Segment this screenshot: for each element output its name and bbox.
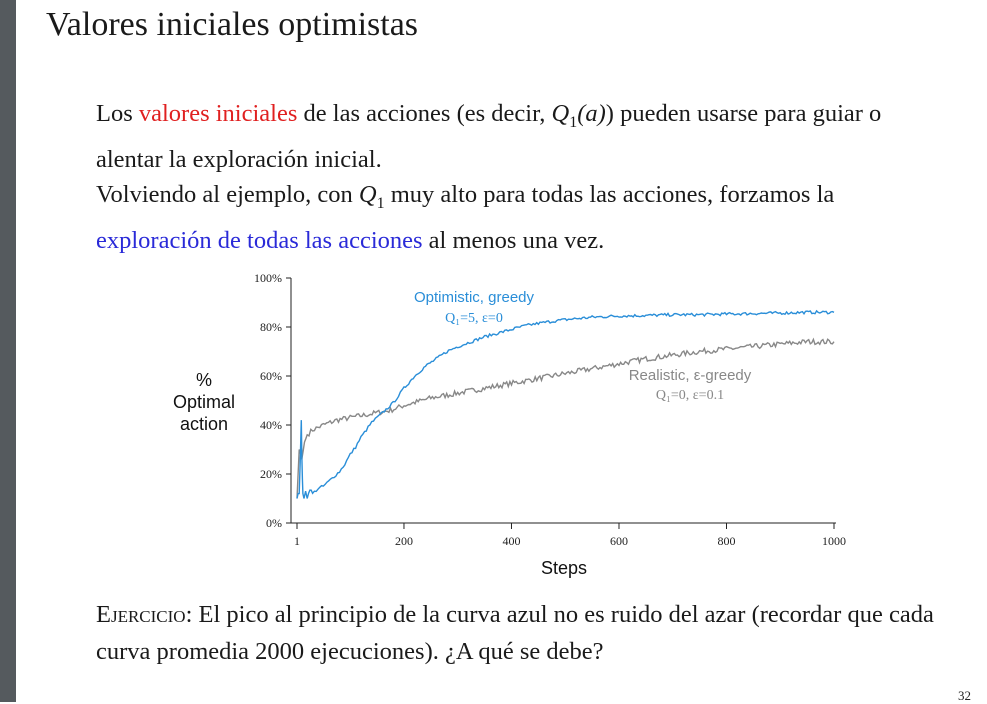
p1-text-c: ) pueden usarse para guiar o alentar la …: [96, 100, 882, 173]
y-axis-title-line-1: %: [196, 370, 212, 390]
p1-q-symbol: Q: [551, 100, 570, 127]
chart-series: [296, 309, 835, 499]
p1-text-b: de las acciones (es decir,: [297, 100, 552, 127]
y-axis-title-line-3: action: [180, 414, 228, 434]
p2-q-subscript: 1: [376, 194, 385, 212]
p2-q-symbol: Q: [358, 181, 377, 208]
y-axis-title-line-2: Optimal: [173, 392, 235, 412]
p1-q-subscript: 1: [569, 113, 578, 131]
legend-realistic-name: Realistic, ε-greedy: [629, 367, 752, 384]
paragraph-example: Volviendo al ejemplo, con Q1 muy alto pa…: [96, 176, 936, 259]
x-ticks: 1 200 400 600 800 1000: [294, 523, 846, 548]
series-line-optimistic-greedy: [296, 309, 835, 499]
x-tick-label: 400: [502, 534, 520, 548]
x-tick-label: 1000: [822, 534, 846, 548]
p2-highlight: exploración de todas las acciones: [96, 226, 423, 254]
legend-optimistic-name: Optimistic, greedy: [414, 289, 535, 306]
p2-text-a: Volviendo al ejemplo, con: [96, 181, 359, 208]
exercise-paragraph: Ejercicio: El pico al principio de la cu…: [96, 596, 956, 670]
y-tick-label: 100%: [254, 271, 282, 285]
y-tick-label: 60%: [260, 369, 282, 383]
series-line-realistic-epsilon-greedy: [296, 337, 835, 499]
x-axis-title: Steps: [541, 558, 587, 578]
p2-text-c: al menos una vez.: [422, 226, 605, 254]
left-frame-bar: [0, 0, 16, 702]
slide-title: Valores iniciales optimistas: [46, 6, 419, 43]
legend-optimistic-params: Q₁=5, ε=0: [445, 311, 503, 326]
p1-highlight: valores iniciales: [138, 100, 298, 127]
x-tick-label: 600: [610, 534, 628, 548]
legend-realistic-params: Q₁=0, ε=0.1: [656, 388, 724, 403]
x-tick-label: 200: [395, 534, 413, 548]
chart-axes: [290, 278, 836, 524]
y-tick-label: 80%: [260, 320, 282, 334]
y-ticks: 0% 20% 40% 60% 80% 100%: [254, 271, 291, 530]
p2-text-b: muy alto para todas las acciones, forzam…: [384, 181, 835, 208]
p1-q-arg: (a): [577, 100, 606, 127]
y-tick-label: 40%: [260, 418, 282, 432]
exercise-text: El pico al principio de la curva azul no…: [96, 601, 934, 665]
x-tick-label: 1: [294, 534, 300, 548]
page-number: 32: [958, 688, 971, 703]
exercise-label: Ejercicio:: [96, 601, 193, 628]
y-tick-label: 0%: [266, 516, 282, 530]
p1-text-a: Los: [96, 100, 139, 127]
paragraph-initial-values: Los valores iniciales de las acciones (e…: [96, 95, 936, 178]
x-tick-label: 800: [717, 534, 735, 548]
y-tick-label: 20%: [260, 467, 282, 481]
